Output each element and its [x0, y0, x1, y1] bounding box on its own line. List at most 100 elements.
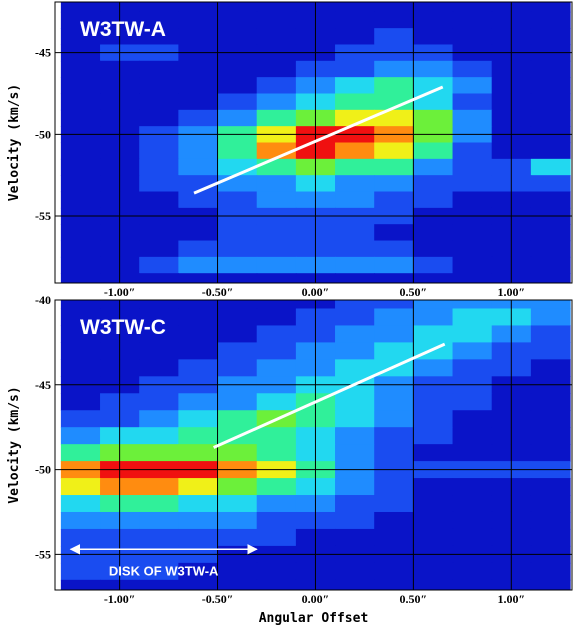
heat-cell [60, 579, 101, 590]
heat-cell [139, 109, 179, 127]
heat-cell [413, 109, 454, 127]
heat-cell [256, 300, 297, 310]
heat-cell [374, 528, 414, 547]
heat-cell [452, 495, 493, 513]
heat-cell [217, 528, 258, 547]
heat-cell [256, 308, 297, 327]
heat-cell [60, 495, 101, 513]
heat-cell [139, 562, 179, 581]
heat-cell [256, 579, 297, 590]
heat-cell [256, 60, 297, 78]
heat-cell [452, 444, 493, 462]
heat-cell [530, 478, 571, 496]
heat-cell [178, 2, 219, 13]
heat-cell [413, 342, 454, 360]
heat-cell [452, 410, 493, 428]
heat-cell [452, 11, 493, 29]
heat-cell [139, 93, 179, 111]
heat-cell [530, 224, 571, 242]
heat-cell [335, 325, 375, 343]
y-tick-label: -55 [35, 209, 51, 223]
y-tick-label: -50 [35, 463, 51, 477]
heat-cell [256, 93, 297, 111]
heat-cell [139, 142, 179, 160]
heat-cell [217, 495, 258, 513]
heat-cell [452, 256, 493, 274]
heat-cell [335, 511, 375, 530]
heat-cell [335, 410, 375, 428]
heat-cell [60, 511, 101, 530]
heat-cell [178, 77, 219, 95]
heat-cell [178, 478, 219, 496]
heat-cell [335, 495, 375, 513]
heat-cell [335, 224, 375, 242]
heat-cell [256, 273, 297, 283]
heat-cell [335, 427, 375, 445]
heat-cell [335, 158, 375, 176]
heat-cell [256, 325, 297, 343]
x-tick-label: -0.50″ [202, 592, 234, 606]
heat-cell [452, 273, 493, 283]
heat-cell [413, 427, 454, 445]
heat-cell [374, 224, 414, 242]
heat-cell [452, 300, 493, 310]
heat-cell [530, 359, 571, 377]
heat-cell [60, 300, 101, 310]
heat-cell [139, 60, 179, 78]
heat-cell [530, 93, 571, 111]
heat-cell [60, 410, 101, 428]
heat-cell [139, 495, 179, 513]
heat-cell [139, 77, 179, 95]
heat-cell [256, 359, 297, 377]
heat-cell [60, 528, 101, 547]
heat-cell [335, 256, 375, 274]
heat-cell [178, 11, 219, 29]
heat-cell [178, 325, 219, 343]
heat-cell [178, 393, 219, 411]
heat-cell [139, 11, 179, 29]
heat-cell [530, 77, 571, 95]
heat-cell [178, 28, 219, 46]
heat-cell [217, 93, 258, 111]
x-tick-label: 0.00″ [302, 592, 330, 606]
heat-cell [139, 427, 179, 445]
heat-cell [217, 444, 258, 462]
heat-cell [335, 393, 375, 411]
heat-cell [335, 60, 375, 78]
heat-cell [335, 28, 375, 46]
heat-cell [217, 562, 258, 581]
heat-cell [217, 191, 258, 209]
heat-cell [530, 308, 571, 327]
heat-cell [256, 478, 297, 496]
heat-cell [335, 528, 375, 547]
heat-cell [374, 511, 414, 530]
heat-cell [60, 93, 101, 111]
heat-cell [452, 191, 493, 209]
heat-cell [452, 224, 493, 242]
heat-cell [217, 2, 258, 13]
heat-cell [256, 342, 297, 360]
heat-cell [139, 478, 179, 496]
heat-cell [217, 77, 258, 95]
fit-line [213, 342, 446, 449]
heat-cell [413, 28, 454, 46]
heat-cell [178, 158, 219, 176]
x-tick-label: 1.00″ [497, 592, 525, 606]
heat-cell [335, 11, 375, 29]
heat-cell [256, 495, 297, 513]
heat-cell [178, 308, 219, 327]
heat-cell [178, 444, 219, 462]
heat-cell [60, 273, 101, 283]
heat-cell [530, 175, 571, 193]
heat-cell [256, 240, 297, 258]
heat-cell [139, 393, 179, 411]
heat-cell [335, 77, 375, 95]
heat-cell [413, 77, 454, 95]
heat-cell [374, 109, 414, 127]
heat-cell [452, 109, 493, 127]
plot-area [55, 300, 572, 590]
heat-cell [530, 142, 571, 160]
heat-cell [530, 410, 571, 428]
heat-cell [60, 308, 101, 327]
heat-cell [217, 109, 258, 127]
